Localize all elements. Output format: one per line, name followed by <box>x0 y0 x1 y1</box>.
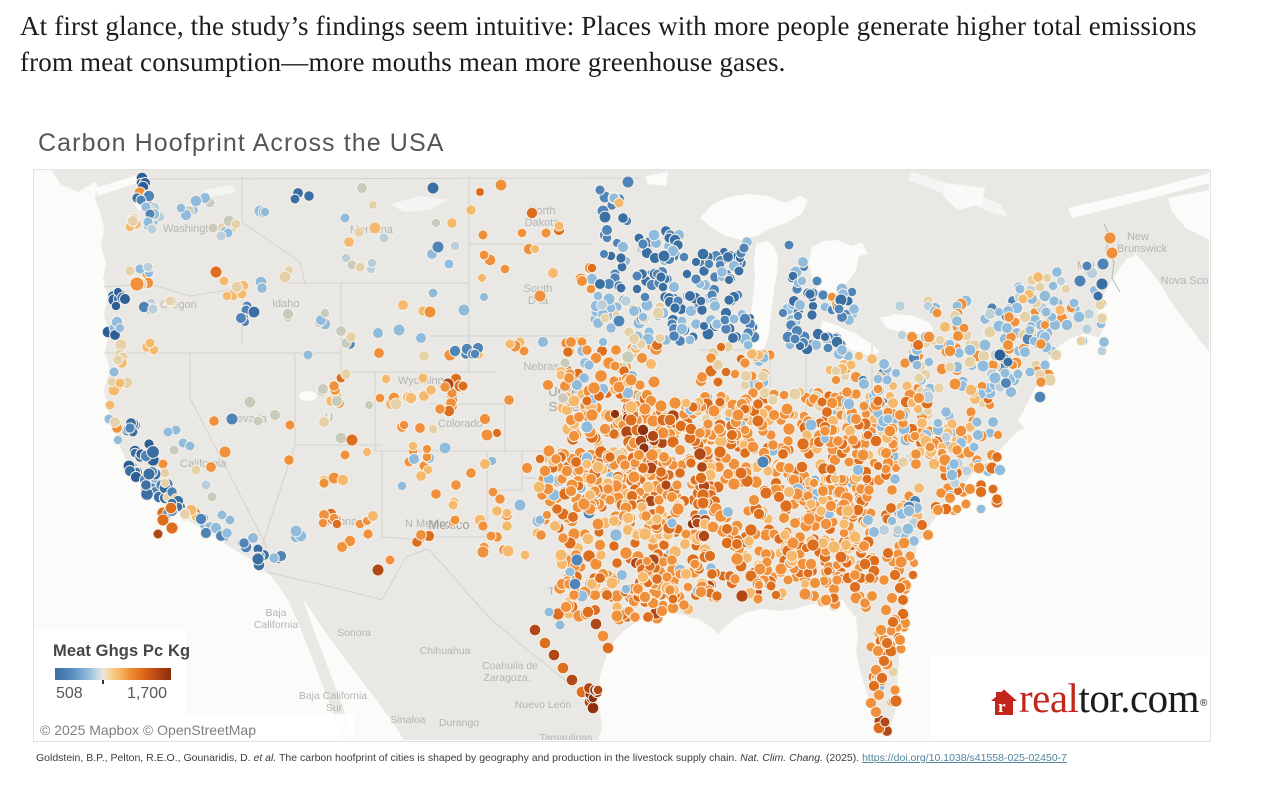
svg-text:Nova Scot: Nova Scot <box>1161 275 1209 287</box>
svg-text:Washington: Washington <box>163 223 221 235</box>
svg-text:Zaragoza.: Zaragoza. <box>483 672 530 684</box>
svg-text:Baja California: Baja California <box>299 690 367 702</box>
svg-text:Sinaloa: Sinaloa <box>390 714 425 726</box>
svg-text:Idaho: Idaho <box>272 298 300 310</box>
svg-text:Durango: Durango <box>439 717 479 729</box>
svg-text:Colorado: Colorado <box>438 418 483 430</box>
svg-text:South: South <box>524 283 553 295</box>
svg-text:California: California <box>180 458 227 470</box>
svg-text:Sonora: Sonora <box>337 627 371 639</box>
svg-text:Tamaulipas: Tamaulipas <box>539 732 592 740</box>
svg-text:Dakota: Dakota <box>525 217 561 229</box>
svg-text:California: California <box>254 619 299 631</box>
svg-text:U: U <box>325 412 333 424</box>
svg-text:Baja: Baja <box>265 607 286 619</box>
svg-text:r: r <box>998 697 1006 716</box>
svg-text:Coahuila de: Coahuila de <box>482 660 538 672</box>
svg-text:Nuevo León: Nuevo León <box>515 699 572 711</box>
svg-text:Chihuahua: Chihuahua <box>420 645 471 657</box>
svg-text:Brunswick: Brunswick <box>1117 243 1168 255</box>
svg-text:N Mexico: N Mexico <box>405 518 451 530</box>
svg-text:Sur: Sur <box>326 702 343 714</box>
svg-text:New: New <box>1127 231 1149 243</box>
